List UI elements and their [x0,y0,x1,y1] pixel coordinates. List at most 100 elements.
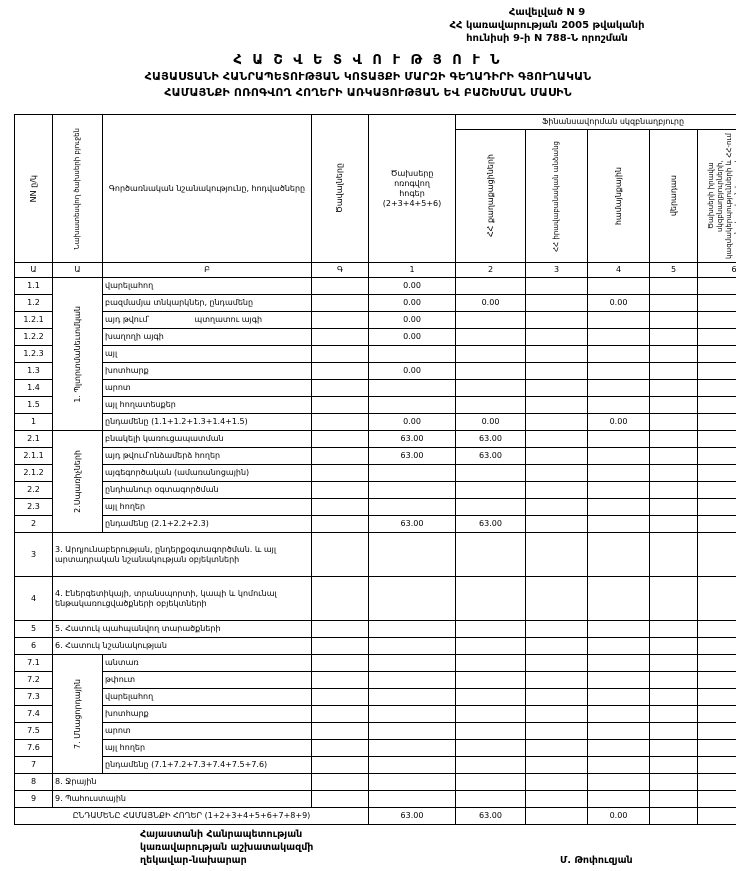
cell-total [368,345,456,363]
cell-src-1 [455,722,526,740]
row-nn: 1.3 [14,362,53,380]
row-name: բազմամյա տնկարկներ, ընդամենը [102,294,312,312]
signature-block: Հայաստանի Հանրապետության կառավարության ա… [140,828,736,867]
title-block: Հ Ա Շ Վ Ե Տ Վ Ո Ւ Թ Յ Ո Ւ Ն ՀԱՅԱՍՏԱՆԻ ՀԱ… [0,52,736,101]
row-name: խոտհարք [102,705,312,723]
table-row: 2.2 ընդհանուր օգտագործման [14,481,736,499]
row-nn: 1.2 [14,294,53,312]
cell-src-5 [697,362,736,380]
row-name: այդ թվում՝ պտղատու այգի [102,311,312,329]
cell-src-3 [587,654,650,672]
cell-src-1: 0.00 [455,294,526,312]
row-name: ընդամենը (1.1+1.2+1.3+1.4+1.5) [102,413,312,431]
cell-src-3 [587,379,650,397]
row-name: 9. Պահուստային [52,790,312,808]
cell-volume [311,328,369,346]
cell-total: 63.00 [368,515,456,533]
cell-volume [311,362,369,380]
cell-total [368,654,456,672]
document-reference: Հավելված N 9 ՀՀ կառավարության 2005 թվակա… [382,6,712,45]
row-name: վարելահող [102,277,312,295]
cell-src-3 [587,620,650,638]
cell-total [368,464,456,482]
row-name: բնակելի կառուցապատման [102,430,312,448]
cell-src-1 [455,345,526,363]
row-nn: 5 [14,620,53,638]
cell-total [368,498,456,516]
row-name: ընդհանուր օգտագործման [102,481,312,499]
table-row: 1.2 բազմամյա տնկարկներ, ընդամենը 0.00 0.… [14,294,736,312]
cell-src-5 [697,277,736,295]
colnum-0: Ա [14,262,53,278]
cell-src-1 [455,362,526,380]
cell-volume [311,464,369,482]
cell-src-2 [525,362,588,380]
cell-total: 0.00 [368,328,456,346]
cell-src-3 [587,277,650,295]
cell-volume [311,576,369,621]
table-row: 7.6 այլ հողեր [14,739,736,757]
cell-src-3 [587,722,650,740]
row-name: խոտհարք [102,362,312,380]
row-nn: 7 [14,756,53,774]
cell-volume [311,532,369,577]
cell-volume [311,447,369,465]
cell-src-5 [697,739,736,757]
cell-total [368,379,456,397]
cell-total [368,481,456,499]
cell-src-3: 0.00 [587,413,650,431]
row-nn: 1 [14,413,53,431]
row-nn: 7.1 [14,654,53,672]
cell-src-5 [697,396,736,414]
colnum-c: Գ [311,262,369,278]
cell-src-3 [587,790,650,808]
group-label-7: 7. Մնացորդային [52,654,103,774]
colnum-3: 3 [525,262,588,278]
table-row: 4 4. Էներգետիկայի, տրանսպորտի, կապի և կո… [14,576,736,621]
row-name: թփուտ [102,671,312,689]
cell-src-3 [587,515,650,533]
signatory-line-3: ղեկավար-նախարար [140,855,247,866]
row-name: ընդամենը (7.1+7.2+7.3+7.4+7.5+7.6) [102,756,312,774]
row-nn: 2.1 [14,430,53,448]
cell-volume [311,773,369,791]
cell-src-2 [525,430,588,448]
cell-src-4 [649,464,698,482]
cell-src-4 [649,396,698,414]
cell-src-5 [697,430,736,448]
cell-src-4 [649,620,698,638]
cell-src-3 [587,396,650,414]
colnum-5: 5 [649,262,698,278]
cell-src-3 [587,576,650,621]
cell-src-3 [587,311,650,329]
cell-src-4 [649,413,698,431]
cell-src-3 [587,498,650,516]
cell-src-2 [525,722,588,740]
row-nn: 2.1.1 [14,447,53,465]
cell-src-5 [697,654,736,672]
cell-src-1 [455,671,526,689]
colnum-4: 4 [587,262,650,278]
row-name: արոտ [102,379,312,397]
cell-src-2 [525,576,588,621]
cell-volume [311,620,369,638]
table-row: 1.4 արոտ [14,379,736,397]
cell-volume [311,294,369,312]
grand-total-c4: 0.00 [587,807,650,825]
cell-src-5 [697,294,736,312]
colnum-2: 2 [455,262,526,278]
cell-volume [311,722,369,740]
cell-src-5 [697,464,736,482]
cell-src-1 [455,311,526,329]
cell-volume [311,515,369,533]
cell-src-1 [455,277,526,295]
cell-volume [311,345,369,363]
row-nn: 1.2.2 [14,328,53,346]
cell-total [368,620,456,638]
cell-src-1 [455,688,526,706]
cell-src-3 [587,688,650,706]
cell-src-4 [649,277,698,295]
grand-total-c2: 63.00 [455,807,526,825]
cell-src-2 [525,654,588,672]
cell-src-2 [525,464,588,482]
